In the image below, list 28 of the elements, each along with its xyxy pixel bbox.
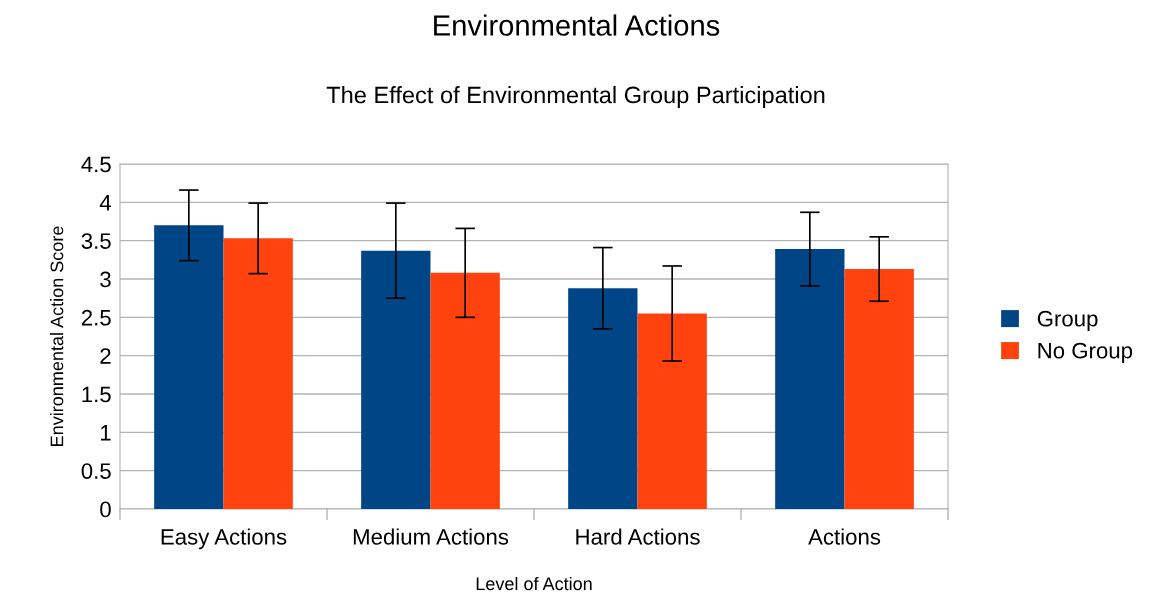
chart-title: Environmental Actions: [434, 14, 720, 36]
y-tick-label: 3.5: [81, 233, 111, 249]
bar: [775, 249, 845, 509]
y-tick-label: 0: [100, 501, 111, 518]
y-tick-label: 1.5: [82, 386, 111, 403]
legend-label: Group: [1037, 310, 1098, 331]
x-axis-title: Level of Action: [476, 576, 592, 591]
y-tick-label: 0.5: [81, 463, 111, 479]
y-tick-label: 2.5: [81, 309, 111, 326]
bar: [568, 288, 638, 509]
bar: [223, 238, 293, 509]
x-tick-label: Medium Actions: [353, 528, 509, 545]
x-tick-label: Easy Actions: [161, 528, 287, 550]
y-tick-label: 2: [100, 348, 111, 364]
x-tick-label: Hard Actions: [576, 528, 700, 545]
y-tick-label: 1: [101, 425, 111, 441]
bar: [637, 313, 707, 509]
bar: [844, 269, 914, 509]
bar: [430, 272, 500, 509]
y-tick-label: 3: [100, 271, 111, 288]
y-tick-label: 4: [99, 195, 112, 211]
x-tick-label: Actions: [808, 528, 881, 545]
bar: [154, 225, 224, 509]
y-axis-title: Environmental Action Score: [50, 226, 64, 446]
legend-label: No Group: [1038, 342, 1133, 363]
chart-subtitle: The Effect of Environmental Group Participation: [326, 86, 825, 108]
y-tick-label: 4.5: [81, 156, 111, 173]
bar: [361, 250, 431, 509]
